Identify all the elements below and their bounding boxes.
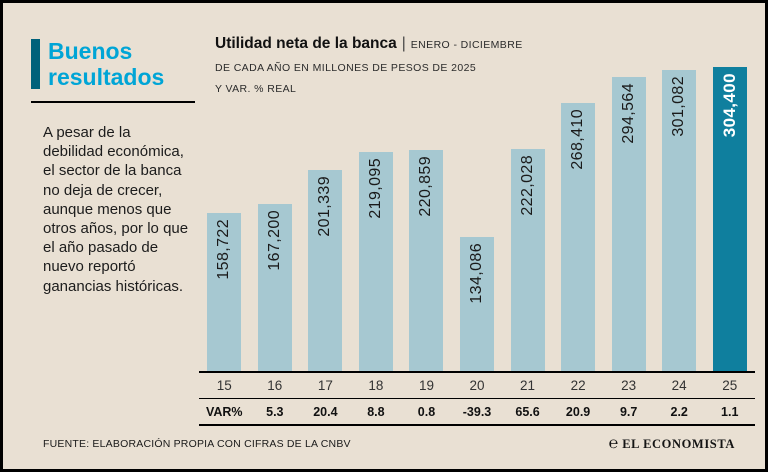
bar-20: 134,086 (460, 237, 494, 371)
x-axis-label: 20 (469, 378, 485, 393)
bar-value-label: 220,859 (417, 156, 435, 218)
var-percent-row: VAR% 5.3 20.4 8.8 0.8 -39.3 65.6 20.9 9.7 2.2 1.1 (199, 399, 755, 426)
bar-value-label: 304,400 (719, 73, 739, 138)
bar-19: 220,859 (409, 150, 444, 371)
x-axis-label: 18 (368, 378, 384, 393)
x-axis-label: 19 (418, 378, 434, 393)
x-axis-label: 17 (317, 378, 333, 393)
bar-25: 304,400 (712, 67, 747, 371)
footer: FUENTE: ELABORACIÓN PROPIA CON CIFRAS DE… (43, 435, 735, 453)
var-value: 5.3 (266, 405, 284, 419)
bar-21: 222,028 (510, 149, 545, 371)
bar-value-label: 167,200 (265, 210, 283, 271)
logo-e-icon: ℮ (608, 435, 619, 452)
x-axis-label: 22 (570, 378, 586, 393)
bar-15: 158,722 (207, 212, 242, 371)
bar-value-label: 158,722 (215, 218, 233, 280)
x-axis-label: 21 (520, 378, 536, 393)
bar-value-label: 222,028 (518, 155, 536, 216)
var-value: 0.8 (417, 405, 436, 419)
chart-subtitle-units: DE CADA AÑO EN MILLONES DE PESOS DE 2025 (215, 62, 477, 74)
var-value: 20.9 (565, 405, 591, 419)
bar-column-19: 220,859 (401, 67, 452, 371)
bar-column-18: 219,095 (351, 67, 402, 371)
chart-title: Utilidad neta de la banca (215, 35, 397, 52)
bar-value-label: 268,410 (569, 108, 587, 170)
bar-column-24: 301,082 (654, 67, 705, 371)
var-value: 1.1 (721, 405, 739, 419)
bar-22: 268,410 (561, 102, 596, 371)
x-axis-labels: 15 16 17 18 19 20 21 22 23 24 25 (199, 373, 755, 399)
bar-column-20: 134,086 (452, 67, 503, 371)
chart-title-line: Utilidad neta de la banca | ENERO - DICIEM… (215, 35, 615, 53)
bar-18: 219,095 (358, 152, 393, 371)
chart-subtitle-var: Y VAR. % REAL (215, 83, 297, 95)
bar-column-17: 201,339 (300, 67, 351, 371)
headline-block: Buenos resultados (31, 38, 195, 103)
bar-value-label: 294,564 (619, 82, 637, 144)
bar-24: 301,082 (662, 70, 697, 371)
headline-row: Buenos resultados (31, 38, 195, 91)
bar-column-21: 222,028 (502, 67, 553, 371)
var-value: 65.6 (515, 405, 540, 419)
el-economista-logo: ℮ EL ECONOMISTA (609, 435, 735, 453)
page-title: Buenos resultados (48, 38, 165, 90)
x-axis-label: 23 (621, 378, 637, 393)
var-value: 2.2 (670, 405, 688, 419)
logo-text: EL ECONOMISTA (622, 437, 735, 451)
x-axis-label: 16 (267, 378, 283, 393)
bar-column-22: 268,410 (553, 67, 604, 371)
source-note: FUENTE: ELABORACIÓN PROPIA CON CIFRAS DE… (43, 438, 351, 450)
headline-accent-bar (31, 39, 40, 89)
bar-16: 167,200 (257, 204, 292, 371)
var-value: 20.4 (313, 405, 338, 419)
bar-column-15: 158,722 (199, 67, 250, 371)
x-axis-label: 15 (216, 378, 232, 393)
var-value: 8.8 (367, 405, 385, 419)
chart-subtitle-period: ENERO - DICIEMBRE (410, 39, 523, 51)
bar-17: 201,339 (308, 169, 343, 371)
chart-header: Utilidad neta de la banca | ENERO - DICIEM… (215, 35, 615, 95)
bar-value-label: 301,082 (670, 76, 688, 137)
title-separator: | (401, 35, 406, 52)
x-axis-label: 25 (722, 378, 738, 393)
x-axis-label: 24 (671, 378, 687, 393)
bar-value-label: 134,086 (468, 243, 485, 304)
var-row-label: VAR% (205, 405, 243, 419)
bar-value-label: 219,095 (366, 158, 384, 219)
bar-column-23: 294,564 (603, 67, 654, 371)
bar-value-label: 201,339 (316, 175, 334, 237)
bar-23: 294,564 (611, 76, 646, 371)
bar-column-16: 167,200 (250, 67, 301, 371)
bar-column-25: 304,400 (704, 67, 755, 371)
var-value: 9.7 (619, 405, 638, 419)
var-value: -39.3 (462, 405, 492, 419)
bar-chart: 158,722 167,200 201,339 219,095 220,859 134,0… (199, 67, 755, 373)
description-text: A pesar de la debilidad económica, el se… (43, 124, 189, 295)
